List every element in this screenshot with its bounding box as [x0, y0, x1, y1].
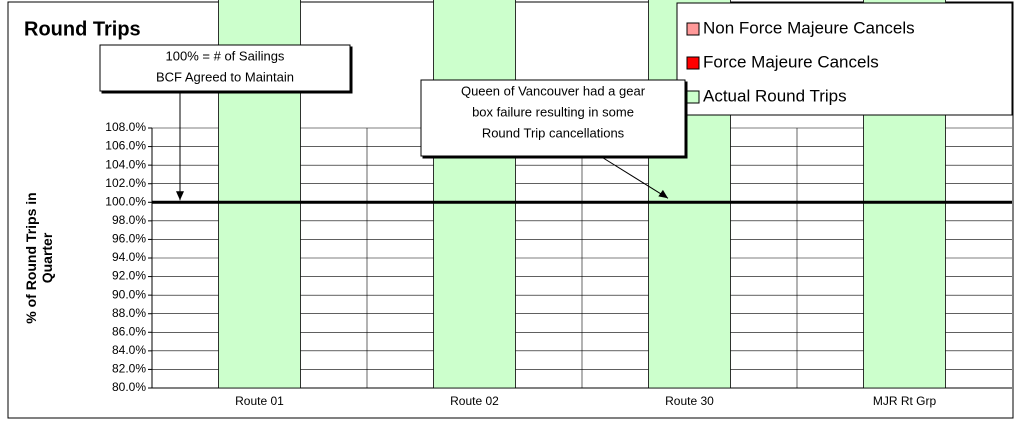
annotation-text: 100% = # of Sailings — [166, 48, 285, 63]
legend-swatch — [686, 90, 700, 104]
bar-segment — [433, 0, 516, 389]
y-axis-title: % of Round Trips inQuarter — [23, 192, 55, 323]
y-tick-label: 100.0% — [105, 194, 146, 208]
y-tick-label: 104.0% — [105, 157, 146, 171]
y-tick-label: 102.0% — [105, 176, 146, 190]
x-tick-label: Route 30 — [665, 394, 714, 408]
annotation-arrowhead — [658, 189, 669, 199]
x-tick-label: MJR Rt Grp — [873, 394, 937, 408]
annotation-arrow — [599, 155, 669, 199]
y-tick-label: 92.0% — [112, 269, 146, 283]
annotation-text: box failure resulting in some — [472, 104, 634, 119]
legend-box — [676, 2, 1013, 116]
y-tick-label: 106.0% — [105, 139, 146, 153]
legend-label: Force Majeure Cancels — [703, 52, 879, 71]
y-tick-label: 98.0% — [112, 213, 146, 227]
y-tick-label: 82.0% — [112, 362, 146, 376]
y-axis-title-line: Quarter — [39, 232, 55, 283]
y-tick-label: 96.0% — [112, 232, 146, 246]
legend-label: Non Force Majeure Cancels — [703, 18, 915, 37]
annotation-arrowhead — [176, 191, 184, 201]
annotation-text: Queen of Vancouver had a gear — [461, 83, 646, 98]
y-axis-title-line: % of Round Trips in — [23, 192, 39, 323]
legend-swatch — [686, 56, 700, 70]
annotation-text: BCF Agreed to Maintain — [156, 69, 294, 84]
annotation-text: Round Trip cancellations — [482, 125, 625, 140]
y-tick-label: 84.0% — [112, 343, 146, 357]
y-tick-label: 80.0% — [112, 380, 146, 394]
chart-title: Round Trips — [24, 18, 141, 40]
y-tick-label: 88.0% — [112, 306, 146, 320]
annotation-box — [420, 79, 686, 157]
annotation-box — [99, 44, 351, 92]
y-tick-label: 90.0% — [112, 287, 146, 301]
y-tick-label: 86.0% — [112, 324, 146, 338]
y-tick-label: 94.0% — [112, 250, 146, 264]
y-tick-label: 108.0% — [105, 120, 146, 134]
legend-swatch — [686, 22, 700, 36]
x-tick-label: Route 02 — [450, 394, 499, 408]
legend-label: Actual Round Trips — [703, 86, 847, 105]
x-tick-label: Route 01 — [235, 394, 284, 408]
